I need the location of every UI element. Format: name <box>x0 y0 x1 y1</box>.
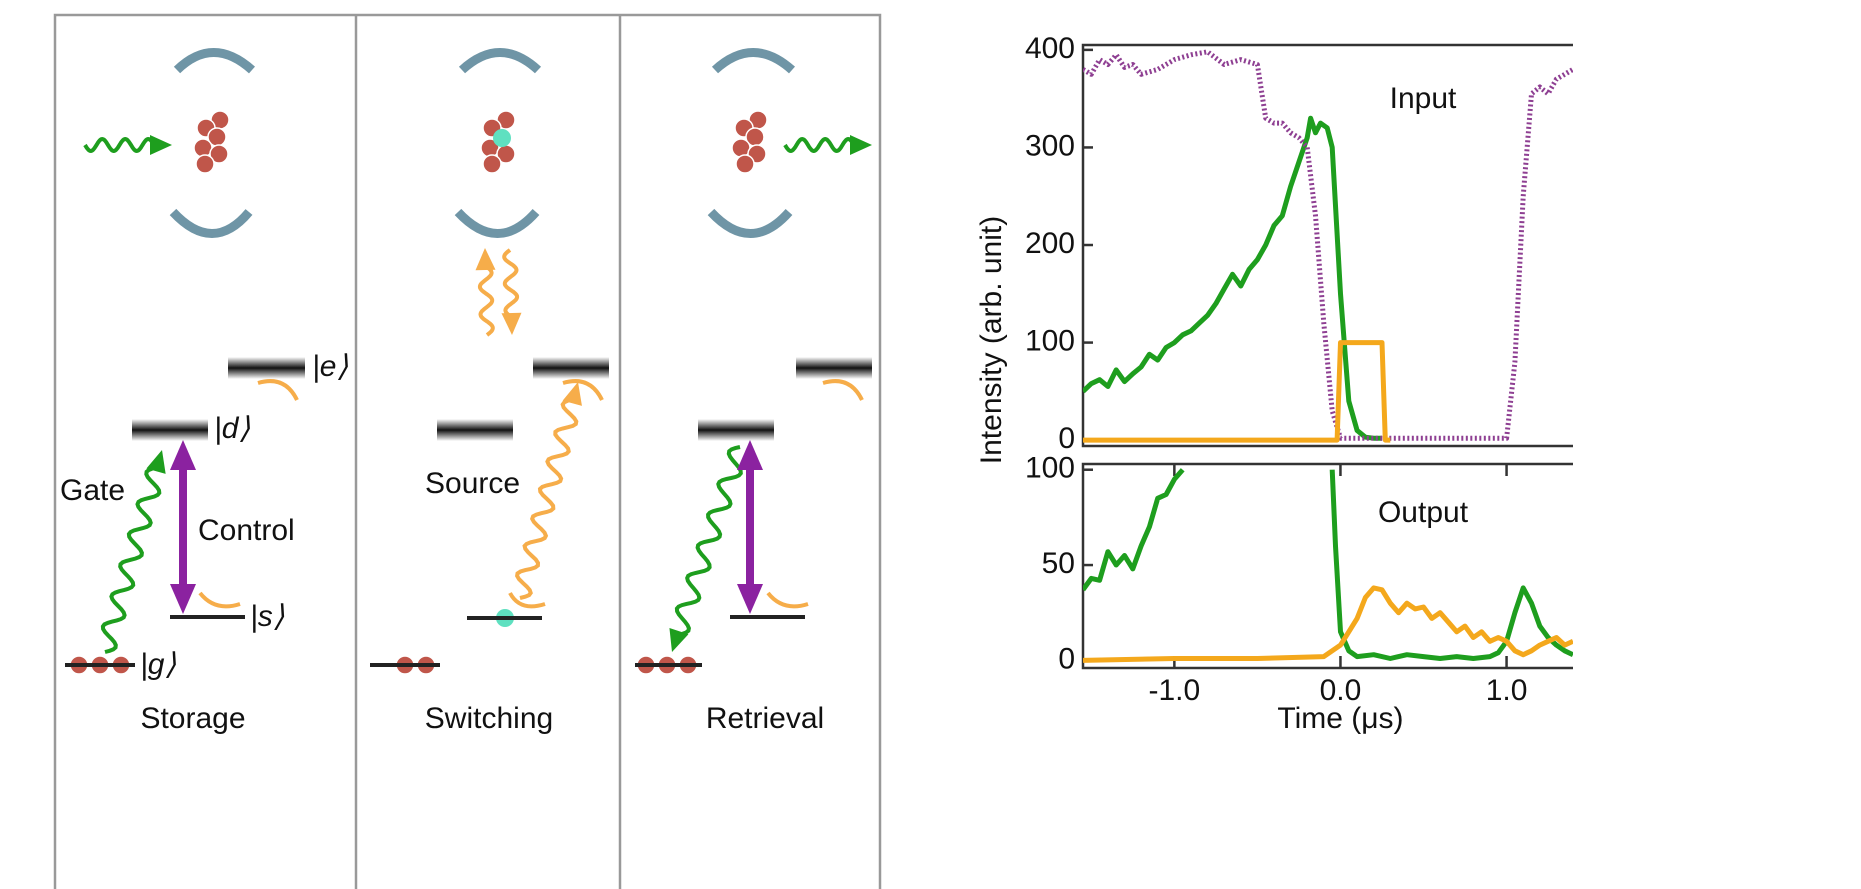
photon <box>480 266 493 335</box>
annotation: Output <box>1378 496 1469 529</box>
arrowhead <box>150 135 172 155</box>
label: Gate <box>60 474 125 507</box>
arrowhead <box>170 584 196 614</box>
y-axis-label: Intensity (arb. unit) <box>975 216 1008 464</box>
arrowhead <box>170 440 196 470</box>
label: Control <box>198 514 295 547</box>
series-line <box>1083 52 1573 438</box>
level-label: |d⟩ <box>214 412 250 445</box>
orange-arcs <box>200 381 862 606</box>
diagram: |e⟩ |d⟩ |s⟩ |g⟩ Gate Control Source Stor… <box>55 15 880 889</box>
x-axis-label: Time (μs) <box>1277 702 1403 735</box>
arrowhead <box>737 584 763 614</box>
level-label: |s⟩ <box>250 600 285 633</box>
switched-atoms <box>493 129 514 627</box>
photon <box>517 399 576 598</box>
y-tick-label: 0 <box>1058 642 1075 675</box>
arrowhead <box>501 313 521 335</box>
y-tick-label: 300 <box>1025 129 1075 162</box>
y-tick-label: 50 <box>1042 547 1075 580</box>
x-tick-label: 1.0 <box>1486 674 1528 707</box>
series-line <box>1083 470 1573 659</box>
y-tick-label: 400 <box>1025 32 1075 65</box>
arrowhead <box>850 135 872 155</box>
y-tick-label: 100 <box>1025 325 1075 358</box>
y-tick-label: 100 <box>1025 452 1075 485</box>
level-label: |e⟩ <box>312 350 348 383</box>
caption: Retrieval <box>706 702 824 735</box>
page: |e⟩ |d⟩ |s⟩ |g⟩ Gate Control Source Stor… <box>0 0 1861 889</box>
label: Source <box>425 467 520 500</box>
caption: Storage <box>140 702 245 735</box>
x-tick-label: -1.0 <box>1149 674 1201 707</box>
figure: |e⟩ |d⟩ |s⟩ |g⟩ Gate Control Source Stor… <box>0 0 1861 889</box>
photon <box>785 139 854 151</box>
level-label: |g⟩ <box>140 648 176 681</box>
arrowhead <box>737 440 763 470</box>
annotation: Input <box>1390 82 1457 115</box>
photon <box>504 250 517 317</box>
photon <box>85 139 154 151</box>
photon <box>677 447 741 635</box>
y-tick-label: 0 <box>1058 422 1075 455</box>
y-tick-label: 200 <box>1025 227 1075 260</box>
arrowhead <box>476 248 496 270</box>
caption: Switching <box>425 702 553 735</box>
